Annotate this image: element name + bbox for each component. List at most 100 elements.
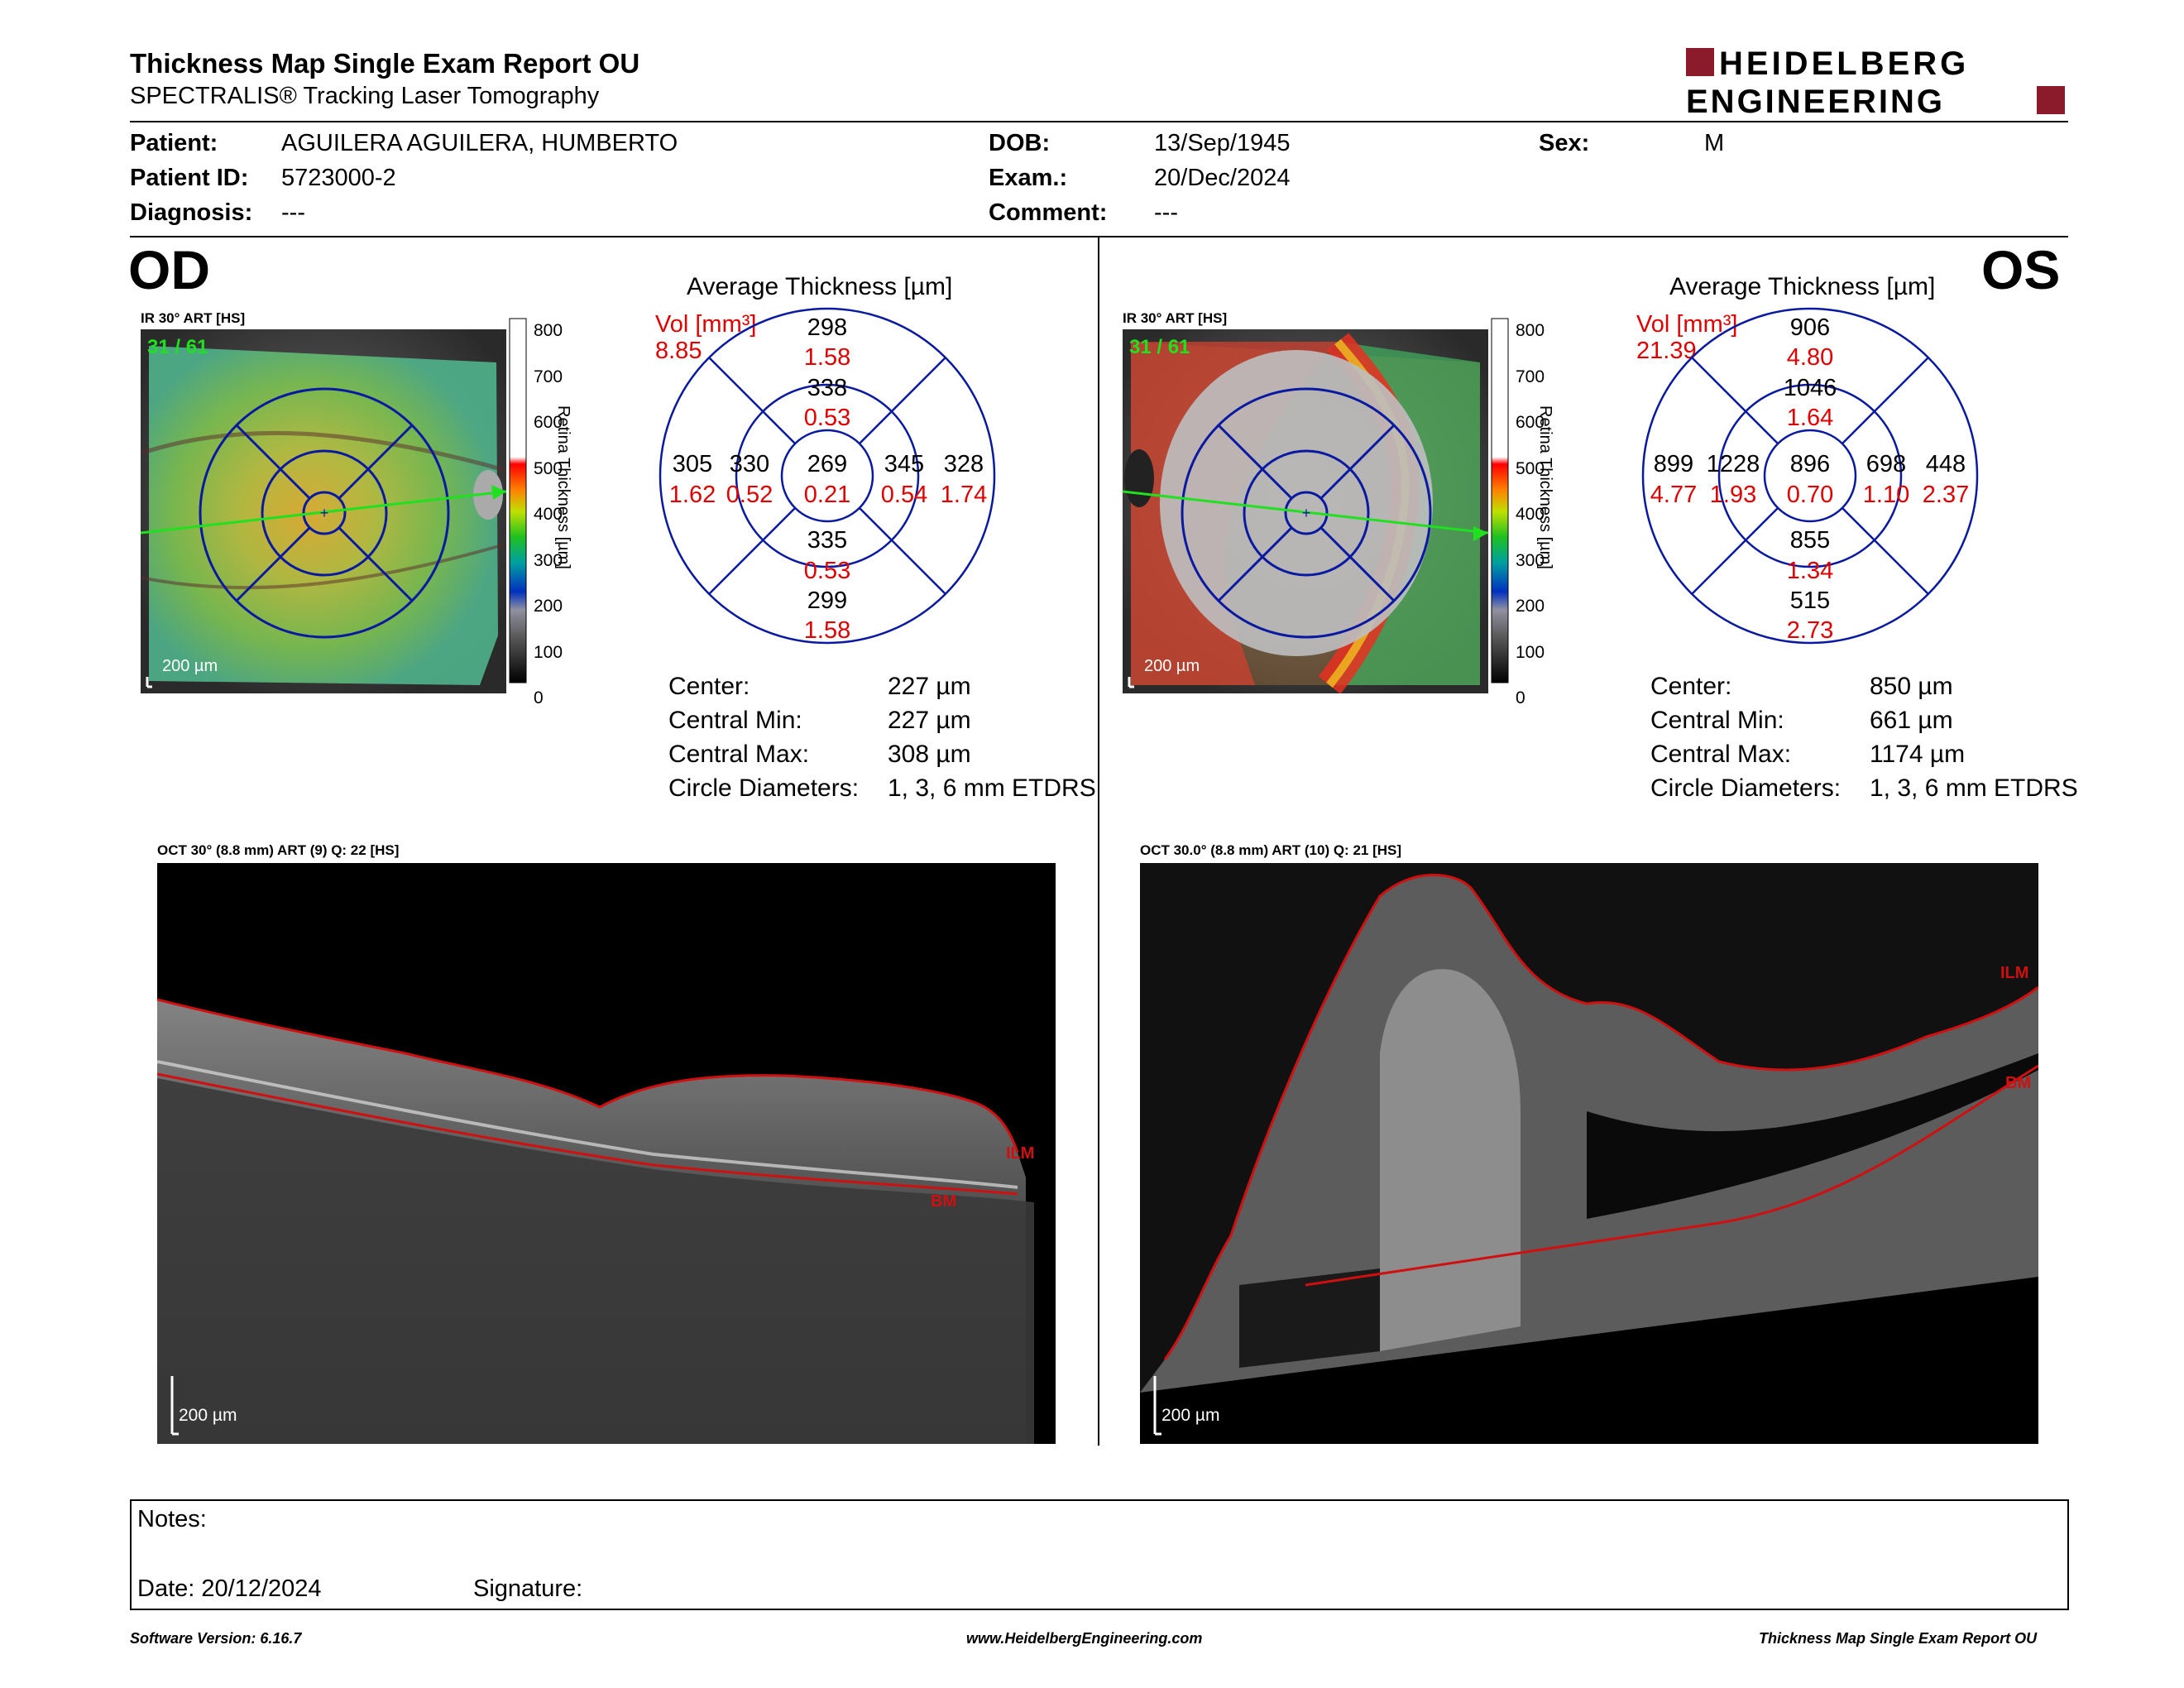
date-label: Date: 20/12/2024 bbox=[137, 1575, 322, 1602]
od-ilm-label: ILM bbox=[1006, 1144, 1035, 1163]
od-colorbar bbox=[509, 318, 529, 683]
os-vol-label: Vol [mm³] bbox=[1636, 311, 1738, 338]
os-chart-title: Average Thickness [µm] bbox=[1669, 273, 1936, 300]
svg-text:+: + bbox=[320, 505, 329, 521]
od-outer-sup-volume: 1.58 bbox=[803, 344, 851, 371]
diagnosis-value: --- bbox=[281, 199, 305, 226]
dob-label: DOB: bbox=[989, 130, 1051, 156]
os-oct-label: OCT 30.0° (8.8 mm) ART (10) Q: 21 [HS] bbox=[1140, 842, 1402, 858]
notes-box[interactable]: Notes: Date: 20/12/2024 Signature: bbox=[130, 1499, 2069, 1610]
exam-label: Exam.: bbox=[989, 165, 1068, 191]
os-stats-labels: Center: Central Min: Central Max: Circle Di… bbox=[1650, 673, 1842, 802]
svg-text:+: + bbox=[1302, 505, 1311, 521]
logo-text-2: ENGINEERING bbox=[1686, 84, 1945, 116]
os-outer-inf-volume: 2.73 bbox=[1786, 617, 1834, 644]
od-inner-inf-thickness: 335 bbox=[807, 527, 848, 554]
od-inner-inf-volume: 0.53 bbox=[803, 558, 851, 584]
os-inner-left-thickness: 1228 bbox=[1706, 451, 1760, 477]
patient-id-label: Patient ID: bbox=[130, 165, 249, 191]
od-inner-sup-volume: 0.53 bbox=[803, 405, 851, 431]
report-title: Thickness Map Single Exam Report OU bbox=[130, 48, 640, 79]
notes-label: Notes: bbox=[137, 1506, 207, 1532]
os-stats-values: 850 µm 661 µm 1174 µm 1, 3, 6 mm ETDRS bbox=[1870, 673, 2078, 802]
os-outer-left-volume: 4.77 bbox=[1650, 482, 1698, 508]
software-version: Software Version: 6.16.7 bbox=[130, 1630, 302, 1647]
os-outer-right-volume: 2.37 bbox=[1922, 482, 1970, 508]
report-subtitle: SPECTRALIS® Tracking Laser Tomography bbox=[130, 83, 600, 109]
od-outer-inf-thickness: 299 bbox=[807, 587, 848, 614]
dob-value: 13/Sep/1945 bbox=[1154, 130, 1291, 156]
od-outer-right-volume: 1.74 bbox=[940, 482, 988, 508]
od-outer-right-thickness: 328 bbox=[943, 451, 984, 477]
od-stats-labels: Center: Central Min: Central Max: Circle Di… bbox=[668, 673, 860, 802]
os-colorbar bbox=[1491, 318, 1511, 683]
os-outer-right-thickness: 448 bbox=[1925, 451, 1966, 477]
patient-id: 5723000-2 bbox=[281, 165, 396, 191]
os-ilm-label: ILM bbox=[2000, 964, 2029, 982]
os-ir-label: IR 30° ART [HS] bbox=[1123, 310, 1228, 326]
comment-label: Comment: bbox=[989, 199, 1108, 226]
od-oct-scan: ILM BM 200 µm bbox=[156, 863, 1056, 1444]
sex-label: Sex: bbox=[1539, 130, 1590, 156]
os-colorbar-title: Retina Thickness [µm] bbox=[1536, 405, 1554, 569]
od-oct-scale: 200 µm bbox=[179, 1406, 237, 1425]
od-fundus-thickness-map: + 31 / 61 200 µm bbox=[140, 329, 507, 693]
patient-label: Patient: bbox=[130, 130, 218, 156]
os-bm-label: BM bbox=[2005, 1074, 2032, 1092]
od-ir-counter: 31 / 61 bbox=[147, 336, 208, 358]
os-fundus-thickness-map: + 31 / 61 200 µm bbox=[1122, 329, 1489, 694]
comment-value: --- bbox=[1154, 199, 1178, 226]
os-inner-inf-volume: 1.34 bbox=[1786, 558, 1834, 584]
os-inner-right-volume: 1.10 bbox=[1862, 482, 1910, 508]
os-vol-value: 21.39 bbox=[1636, 338, 1697, 364]
diagnosis-label: Diagnosis: bbox=[130, 199, 253, 226]
od-center-volume: 0.21 bbox=[803, 482, 851, 508]
os-oct-scan: ILM BM 200 µm bbox=[1140, 863, 2039, 1444]
os-etdrs-grid bbox=[1640, 306, 1980, 645]
od-outer-sup-thickness: 298 bbox=[807, 314, 848, 341]
od-etdrs-grid bbox=[658, 306, 997, 645]
sex-value: M bbox=[1704, 130, 1725, 156]
os-ir-scale: 200 µm bbox=[1144, 657, 1200, 675]
od-inner-right-thickness: 345 bbox=[884, 451, 925, 477]
od-outer-left-thickness: 305 bbox=[672, 451, 713, 477]
website-link[interactable]: www.HeidelbergEngineering.com bbox=[966, 1630, 1203, 1647]
od-ir-label: IR 30° ART [HS] bbox=[141, 310, 246, 326]
signature-label: Signature: bbox=[473, 1575, 583, 1602]
os-colorbar-ticks: 800 700 600 500 400 300 200 100 0 bbox=[1516, 321, 1545, 707]
exam-value: 20/Dec/2024 bbox=[1154, 165, 1291, 191]
os-outer-sup-thickness: 906 bbox=[1789, 314, 1831, 341]
od-colorbar-ticks: 800 700 600 500 400 300 200 100 0 bbox=[534, 321, 563, 707]
os-ir-counter: 31 / 61 bbox=[1129, 336, 1190, 358]
os-inner-right-thickness: 698 bbox=[1866, 451, 1907, 477]
od-ir-scale: 200 µm bbox=[162, 657, 218, 675]
od-bm-label: BM bbox=[931, 1192, 957, 1211]
os-outer-sup-volume: 4.80 bbox=[1786, 344, 1834, 371]
od-stats-values: 227 µm 227 µm 308 µm 1, 3, 6 mm ETDRS bbox=[888, 673, 1096, 802]
os-center-thickness: 896 bbox=[1789, 451, 1831, 477]
os-outer-left-thickness: 899 bbox=[1653, 451, 1694, 477]
os-inner-left-volume: 1.93 bbox=[1709, 482, 1757, 508]
od-vol-value: 8.85 bbox=[655, 338, 702, 364]
os-outer-inf-thickness: 515 bbox=[1789, 587, 1831, 614]
od-outer-inf-volume: 1.58 bbox=[803, 617, 851, 644]
od-inner-left-volume: 0.52 bbox=[726, 482, 774, 508]
logo-text-1: HEIDELBERG bbox=[1719, 46, 1969, 82]
os-inner-inf-thickness: 855 bbox=[1789, 527, 1831, 554]
od-center-thickness: 269 bbox=[807, 451, 848, 477]
os-inner-sup-thickness: 1046 bbox=[1783, 375, 1837, 401]
od-chart-title: Average Thickness [µm] bbox=[687, 273, 953, 300]
od-colorbar-title: Retina Thickness [µm] bbox=[554, 405, 572, 569]
od-oct-label: OCT 30° (8.8 mm) ART (9) Q: 22 [HS] bbox=[157, 842, 400, 858]
os-eye-label: OS bbox=[1981, 239, 2061, 300]
od-outer-left-volume: 1.62 bbox=[668, 482, 716, 508]
os-oct-scale: 200 µm bbox=[1161, 1406, 1220, 1425]
od-eye-label: OD bbox=[128, 239, 210, 300]
os-inner-sup-volume: 1.64 bbox=[1786, 405, 1834, 431]
footer-report-title: Thickness Map Single Exam Report OU bbox=[1759, 1630, 2038, 1647]
od-inner-sup-thickness: 338 bbox=[807, 375, 848, 401]
patient-name: AGUILERA AGUILERA, HUMBERTO bbox=[281, 130, 678, 156]
od-inner-right-volume: 0.54 bbox=[880, 482, 928, 508]
os-center-volume: 0.70 bbox=[1786, 482, 1834, 508]
heidelberg-logo: HEIDELBERG ENGINEERING bbox=[1686, 46, 2068, 120]
